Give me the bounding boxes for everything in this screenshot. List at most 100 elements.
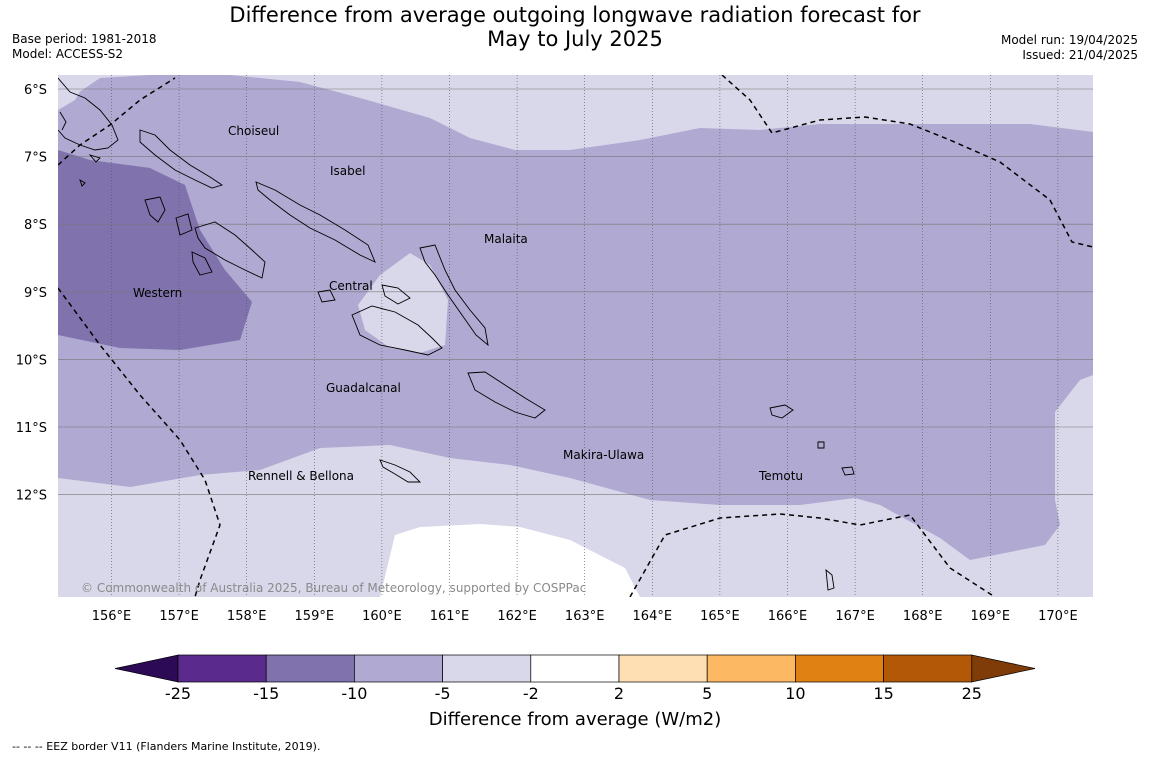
longitude-label: 162°E: [497, 609, 537, 624]
label-choiseul: Choiseul: [228, 124, 279, 138]
colorbar: [114, 654, 1036, 683]
colorbar-title: Difference from average (W/m2): [428, 709, 722, 730]
longitude-label: 161°E: [430, 609, 470, 624]
label-central: Central: [329, 279, 373, 293]
colorbar-extend-low: [114, 654, 179, 683]
region-labels: Choiseul Isabel Malaita Western Central …: [133, 124, 803, 483]
longitude-label: 167°E: [835, 609, 875, 624]
label-rennell-bellona: Rennell & Bellona: [248, 469, 354, 483]
colorbar-tick-label: -2: [522, 684, 539, 703]
latitude-label: 7°S: [24, 151, 47, 166]
eez-border-north-east: [721, 75, 1093, 248]
eez-border-south-east: [629, 513, 996, 597]
colorbar-tick-label: -5: [434, 684, 451, 703]
vella-lavella-island: [144, 196, 166, 223]
rennell-island: [379, 459, 422, 483]
new-georgia-island: [194, 221, 266, 279]
bougainville-east: [59, 111, 67, 131]
colorbar-segment: [354, 654, 443, 683]
colorbar-segment: [530, 654, 620, 683]
treasury-islet: [88, 154, 101, 163]
colorbar-tick-label: -10: [341, 684, 368, 703]
longitude-label: 169°E: [971, 609, 1011, 624]
longitude-label: 170°E: [1038, 609, 1078, 624]
meta-right: Model run: 19/04/2025 Issued: 21/04/2025: [1001, 33, 1138, 63]
model-run: Model run: 19/04/2025: [1000, 33, 1138, 47]
colorbar-tick-label: -25: [164, 684, 192, 703]
meta-left: Base period: 1981-2018 Model: ACCESS-S2: [12, 32, 157, 62]
longitude-label: 165°E: [700, 609, 740, 624]
anuta-island: [841, 466, 855, 476]
colorbar-segment: [442, 654, 532, 683]
colorbar-tick-label: 2: [613, 684, 625, 703]
anomaly-region-corner: [58, 75, 90, 110]
latitude-label: 8°S: [24, 218, 47, 233]
florida-islands: [381, 284, 411, 305]
colorbar-segment: [883, 654, 973, 683]
choiseul-island: [139, 129, 224, 189]
colorbar-tick-label: 10: [785, 684, 806, 703]
anomaly-region-strong: [58, 150, 252, 350]
map-title: Difference from average outgoing longwav…: [0, 3, 1150, 51]
bougainville-island: [58, 77, 119, 151]
latitude-label: 6°S: [24, 83, 47, 98]
anomaly-region-neutral: [380, 524, 640, 597]
makira-island: [467, 371, 546, 419]
anomaly-region-moderate: [58, 75, 1093, 560]
colorbar-segment: [265, 654, 355, 683]
eez-border-north-west: [58, 77, 176, 166]
longitude-label: 160°E: [362, 609, 402, 624]
colorbar-segment: [795, 654, 884, 683]
colorbar-tick-label: -15: [253, 684, 280, 703]
colorbar-tick-label: 15: [873, 684, 894, 703]
label-isabel: Isabel: [330, 164, 365, 178]
longitude-label: 168°E: [903, 609, 943, 624]
longitude-label: 157°E: [159, 609, 199, 624]
tikopia-island: [817, 441, 825, 449]
label-western: Western: [133, 286, 182, 300]
rendova-island: [191, 251, 213, 276]
title-line-1: Difference from average outgoing longwav…: [229, 3, 921, 27]
map-panel: Choiseul Isabel Malaita Western Central …: [58, 75, 1093, 597]
eez-border-south-west: [58, 287, 221, 597]
copyright-notice: © Commonwealth of Australia 2025, Bureau…: [81, 581, 586, 595]
colorbar-tick-label: 5: [702, 684, 713, 703]
colorbar-segment: [706, 654, 796, 683]
longitude-labels: 156°E 157°E 158°E 159°E 160°E 161°E 162°E 163°E…: [92, 609, 1078, 624]
title-line-2: May to July 2025: [487, 27, 663, 51]
longitude-label: 164°E: [633, 609, 673, 624]
colorbar-tick-label: 25: [961, 684, 982, 703]
guadalcanal-island: [351, 305, 443, 356]
label-makira-ulawa: Makira-Ulawa: [563, 448, 644, 462]
eez-footnote: -- -- -- EEZ border V11 (Flanders Marine…: [12, 740, 321, 753]
colorbar-segment: [177, 654, 267, 683]
longitude-label: 159°E: [295, 609, 335, 624]
issued-date: Issued: 21/04/2025: [1022, 48, 1138, 62]
latitude-label: 10°S: [16, 353, 47, 368]
label-guadalcanal: Guadalcanal: [326, 381, 401, 395]
shortland-islet: [79, 178, 86, 187]
colorbar-extend-high: [971, 654, 1036, 683]
latitude-label: 9°S: [24, 286, 47, 301]
latitude-label: 12°S: [16, 489, 47, 504]
latitude-labels: 6°S 7°S 8°S 9°S 10°S 11°S 12°S: [16, 83, 47, 504]
gridlines: [58, 75, 1093, 597]
russell-islands: [317, 289, 336, 303]
anomaly-region-central-light: [358, 253, 448, 353]
longitude-label: 158°E: [227, 609, 267, 624]
longitude-label: 166°E: [768, 609, 808, 624]
coastlines: [58, 77, 855, 591]
longitude-label: 163°E: [565, 609, 605, 624]
colorbar-segment: [618, 654, 708, 683]
malaita-island: [419, 244, 489, 347]
santa-cruz-island: [769, 404, 794, 419]
longitude-label: 156°E: [92, 609, 132, 624]
eez-borders: [58, 75, 1093, 597]
base-period: Base period: 1981-2018: [12, 32, 157, 46]
isabel-island: [255, 181, 376, 263]
southern-islet: [825, 568, 835, 591]
label-malaita: Malaita: [484, 232, 528, 246]
latitude-label: 11°S: [16, 421, 47, 436]
model-name: Model: ACCESS-S2: [12, 47, 124, 61]
